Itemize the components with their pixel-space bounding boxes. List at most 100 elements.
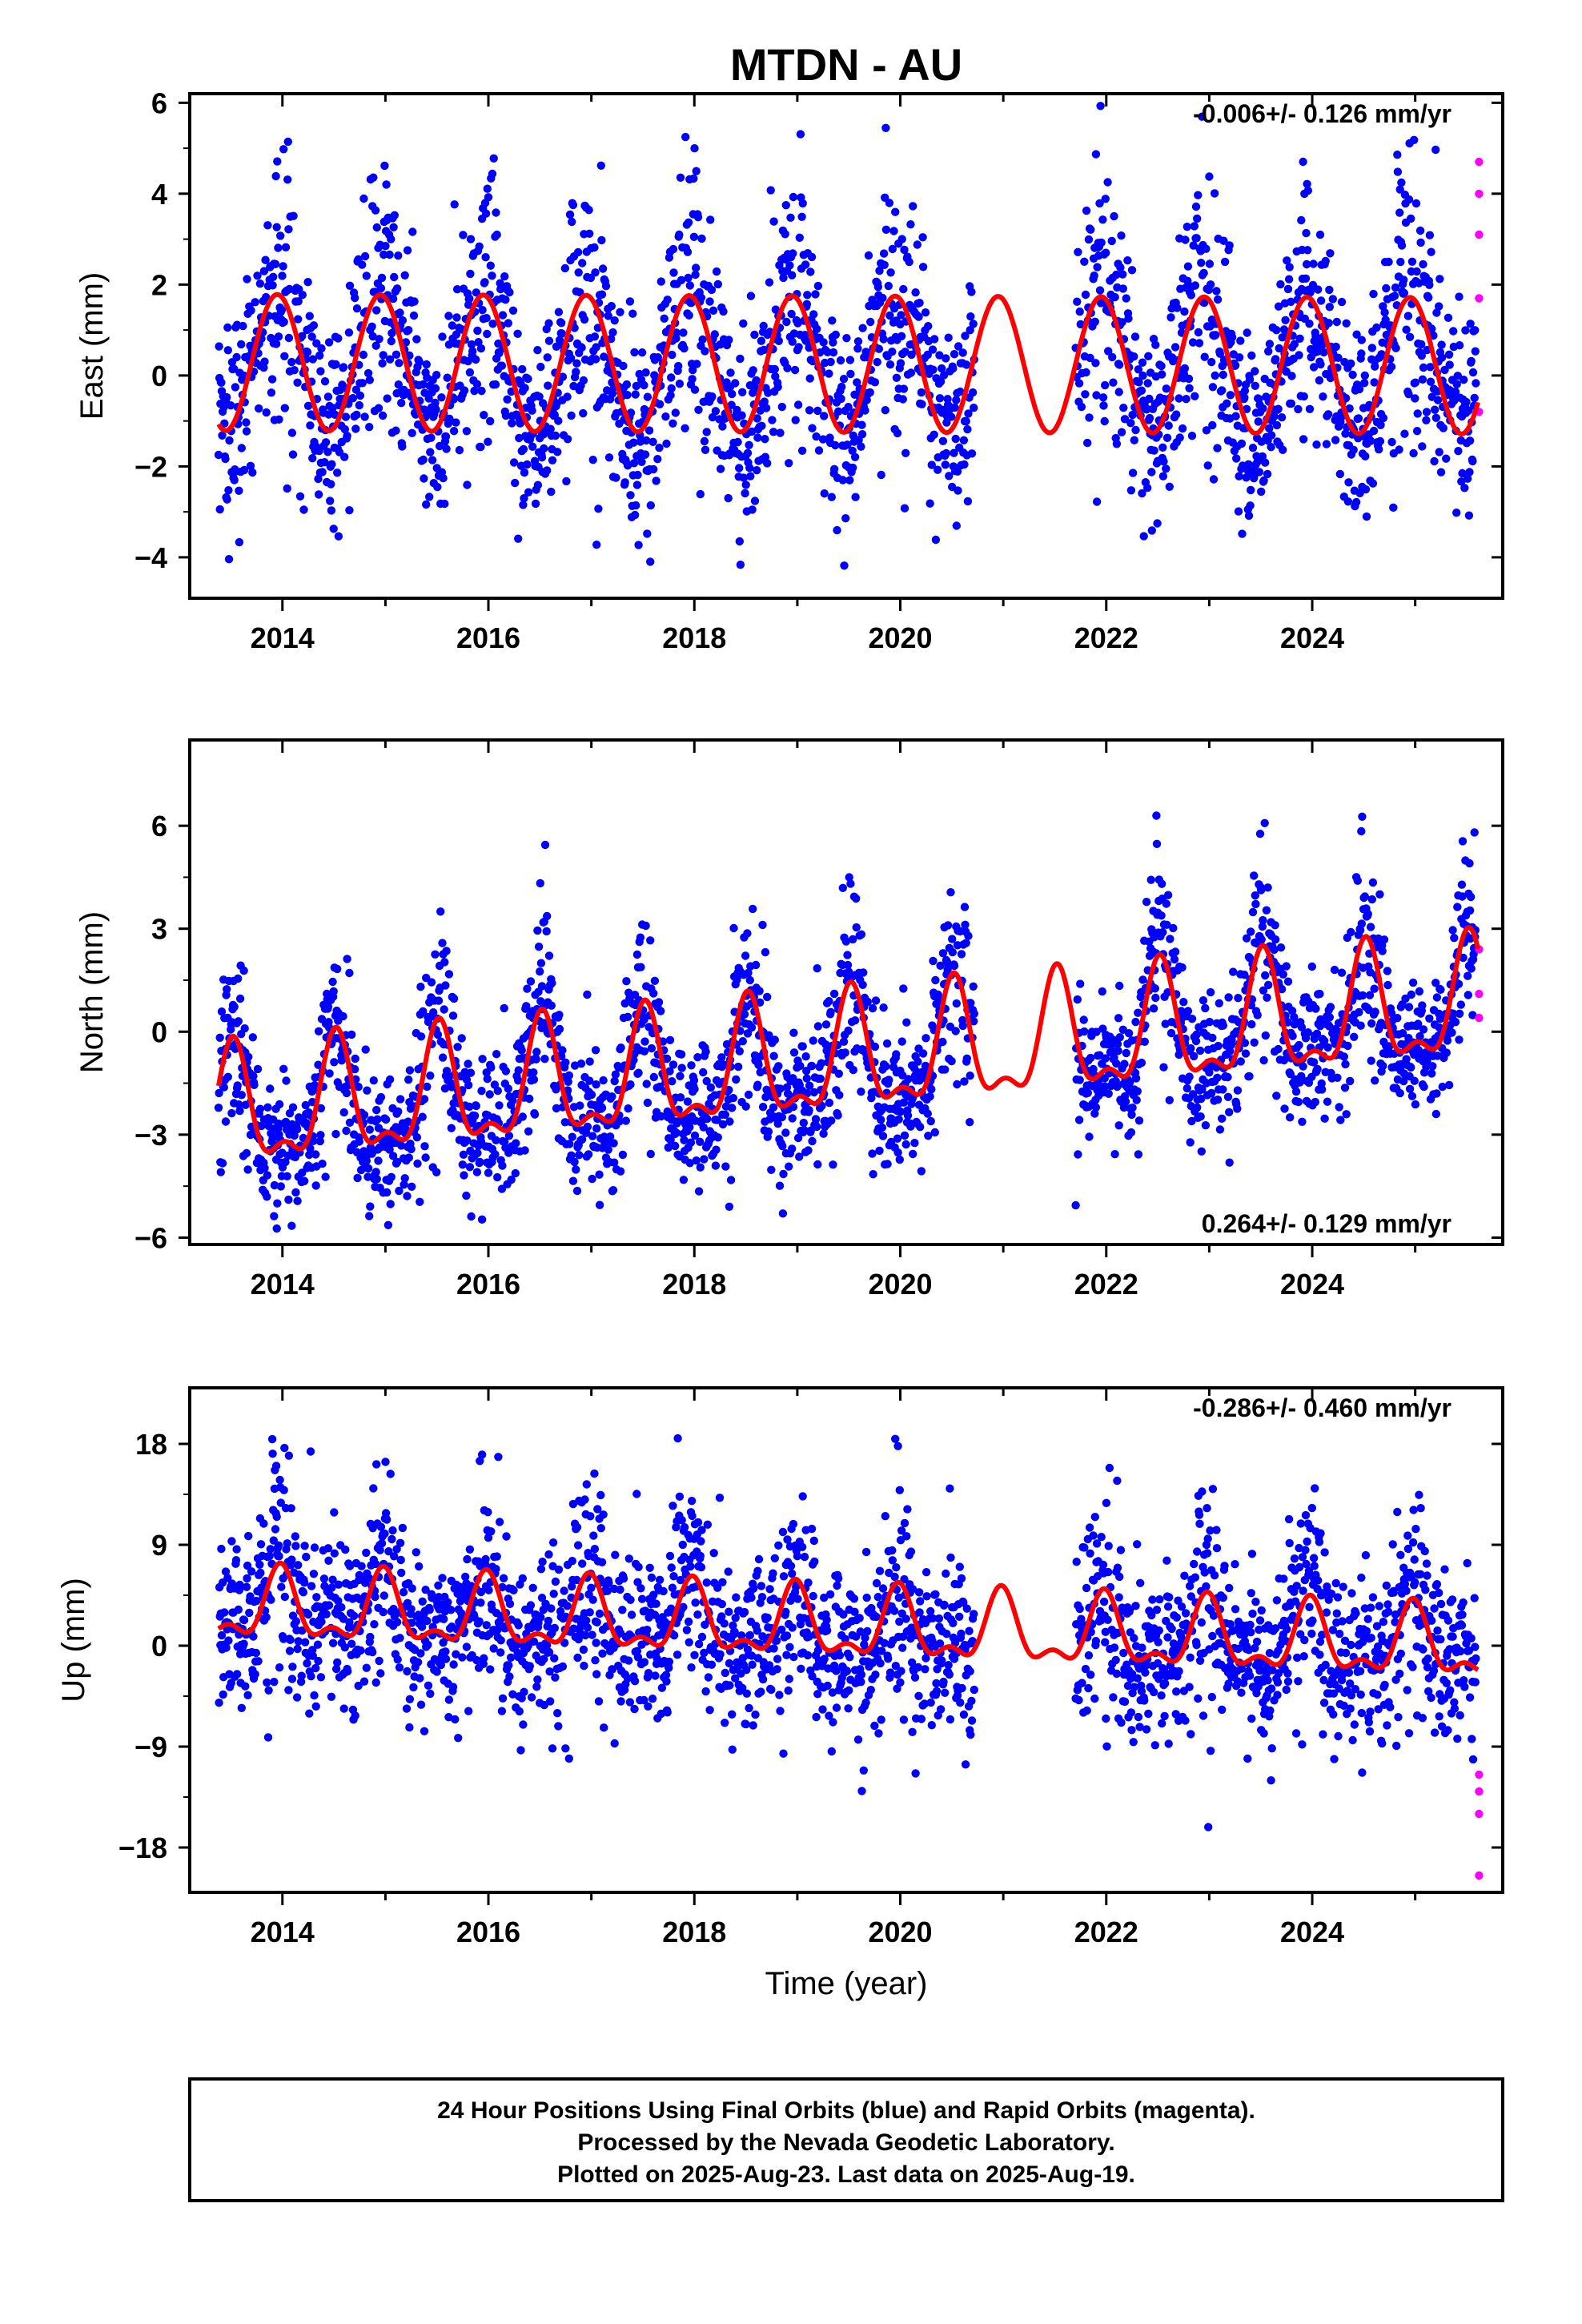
data-point-east [917, 388, 926, 397]
data-point-north [917, 1167, 926, 1176]
data-point-east [938, 436, 948, 445]
data-point-east [1237, 439, 1247, 448]
data-point-north [568, 1132, 576, 1141]
data-point-east [251, 298, 259, 307]
data-point-east [523, 460, 532, 469]
data-point-east [829, 348, 838, 357]
data-point-east [954, 486, 962, 495]
data-point-north [568, 1176, 578, 1185]
data-point-north [1126, 1128, 1136, 1137]
data-point-north [1432, 1089, 1441, 1098]
data-point-east [316, 367, 325, 376]
data-point-north [1208, 1033, 1217, 1043]
data-point-north [1234, 994, 1243, 1003]
data-point-east [629, 459, 639, 468]
data-point-north [1225, 1158, 1234, 1167]
data-point-east [608, 328, 617, 337]
data-point-east [1117, 231, 1126, 240]
data-point-north [263, 1103, 272, 1112]
data-point-north [575, 1151, 584, 1160]
data-point-east [1147, 468, 1156, 476]
data-point-east [1101, 195, 1110, 203]
data-point-north [713, 1133, 722, 1142]
data-point-east [690, 385, 700, 394]
data-point-north [462, 1191, 471, 1200]
data-point-north [767, 1165, 776, 1175]
data-point-north [870, 1042, 880, 1051]
data-point-east [219, 402, 228, 412]
data-point-east [1411, 378, 1420, 387]
data-point-north [1315, 989, 1324, 999]
data-point-east [1437, 353, 1447, 362]
data-point-north [504, 1084, 512, 1093]
data-point-east [785, 261, 794, 270]
data-point-north [227, 1108, 236, 1118]
data-point-north [1457, 880, 1467, 889]
data-point-east [735, 537, 744, 546]
data-point-east [452, 418, 460, 427]
data-point-east [966, 312, 975, 321]
data-point-east [396, 308, 404, 317]
rapid-point-east [1475, 157, 1484, 167]
data-point-north [788, 1144, 797, 1153]
data-point-north [763, 992, 772, 1002]
data-point-east [884, 281, 893, 291]
data-point-north [838, 883, 848, 893]
data-point-east [622, 380, 632, 389]
data-point-east [1234, 507, 1243, 516]
data-point-east [811, 290, 820, 299]
data-point-east [1097, 238, 1106, 247]
data-point-east [1437, 340, 1446, 349]
data-point-north [1311, 1004, 1320, 1013]
data-point-east [1211, 371, 1219, 380]
data-point-east [750, 497, 760, 505]
data-point-east [405, 351, 414, 360]
data-point-east [637, 348, 647, 357]
data-point-east [378, 359, 387, 368]
data-point-east [857, 442, 865, 451]
data-point-north [1128, 1104, 1137, 1112]
data-point-east [1379, 413, 1388, 423]
data-point-east [1267, 431, 1276, 440]
data-point-east [1425, 231, 1435, 239]
data-point-east [415, 357, 424, 367]
data-point-east [786, 213, 795, 222]
data-point-east [918, 263, 928, 271]
data-point-east [1235, 353, 1244, 362]
data-point-north [1294, 1097, 1303, 1107]
data-point-east [1436, 468, 1446, 476]
data-point-north [1419, 1025, 1428, 1034]
data-point-north [436, 907, 445, 916]
data-point-east [1147, 526, 1157, 535]
data-point-north [654, 998, 664, 1007]
data-point-east [422, 500, 431, 509]
data-point-up [224, 1636, 233, 1645]
data-point-east [287, 428, 297, 437]
data-point-north [234, 1017, 243, 1026]
data-point-east [675, 380, 685, 388]
data-point-east [371, 206, 380, 215]
data-point-north [677, 1050, 686, 1059]
data-point-north [1150, 984, 1160, 993]
data-point-north [440, 958, 449, 967]
data-point-east [1305, 320, 1314, 328]
x-tick-label-east: 2022 [1074, 621, 1138, 654]
data-point-east [710, 330, 719, 339]
data-point-east [1281, 316, 1290, 324]
data-point-north [447, 1124, 456, 1132]
data-point-east [520, 494, 528, 503]
data-point-east [697, 234, 706, 243]
data-point-east [279, 262, 287, 271]
data-point-east [844, 403, 853, 412]
data-point-east [931, 535, 941, 545]
data-point-east [221, 454, 230, 464]
data-point-north [951, 1027, 960, 1035]
rapid-point-east [1475, 230, 1484, 239]
data-point-east [1174, 394, 1183, 403]
data-point-east [644, 426, 654, 435]
data-point-north [1138, 975, 1147, 984]
data-point-east [546, 424, 555, 433]
data-point-north [953, 1080, 962, 1089]
data-point-north [1214, 1041, 1223, 1051]
